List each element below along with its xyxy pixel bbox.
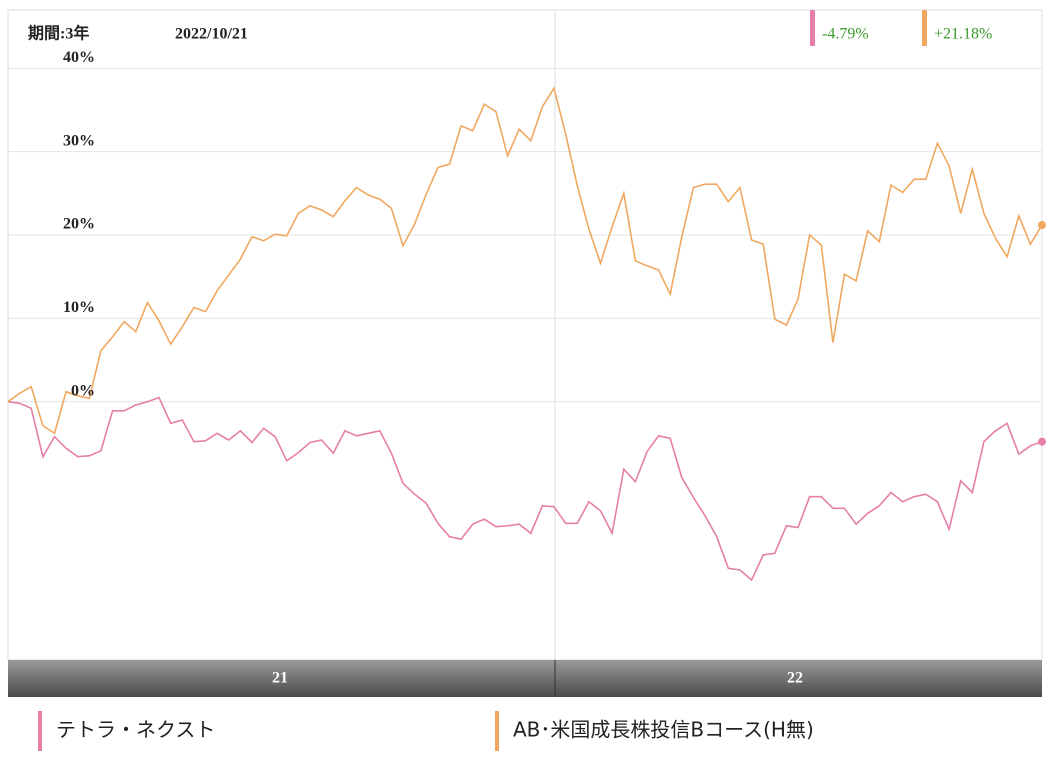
date: 2022/10/21: [175, 26, 248, 43]
period: 期間:3年: [28, 24, 89, 43]
legend-label: テトラ・ネクスト: [56, 718, 215, 742]
y-tick-label: 10%: [63, 299, 95, 316]
legend-swatch: [38, 711, 42, 751]
end-marker: [1038, 221, 1046, 229]
series-line: [7, 86, 1043, 435]
y-tick-label: 30%: [63, 132, 95, 149]
x-axis-bar: [8, 660, 1042, 697]
end-marker: [1038, 437, 1046, 446]
legend-label: AB･米国成長株投信Bコース(H無): [513, 718, 814, 742]
y-tick-label: 20%: [63, 216, 95, 233]
change-swatch: [922, 10, 927, 46]
change-value: +21.18%: [934, 26, 992, 43]
legend-swatch: [495, 711, 499, 751]
change-swatch: [810, 10, 815, 46]
y-tick-label: 0%: [71, 382, 95, 399]
change-value: -4.79%: [822, 26, 869, 43]
y-tick-label: 40%: [63, 49, 95, 66]
period-label: 21: [272, 670, 288, 687]
period-label: 22: [787, 670, 803, 687]
series-line: [7, 396, 1043, 582]
plot-frame: [7, 9, 1043, 661]
